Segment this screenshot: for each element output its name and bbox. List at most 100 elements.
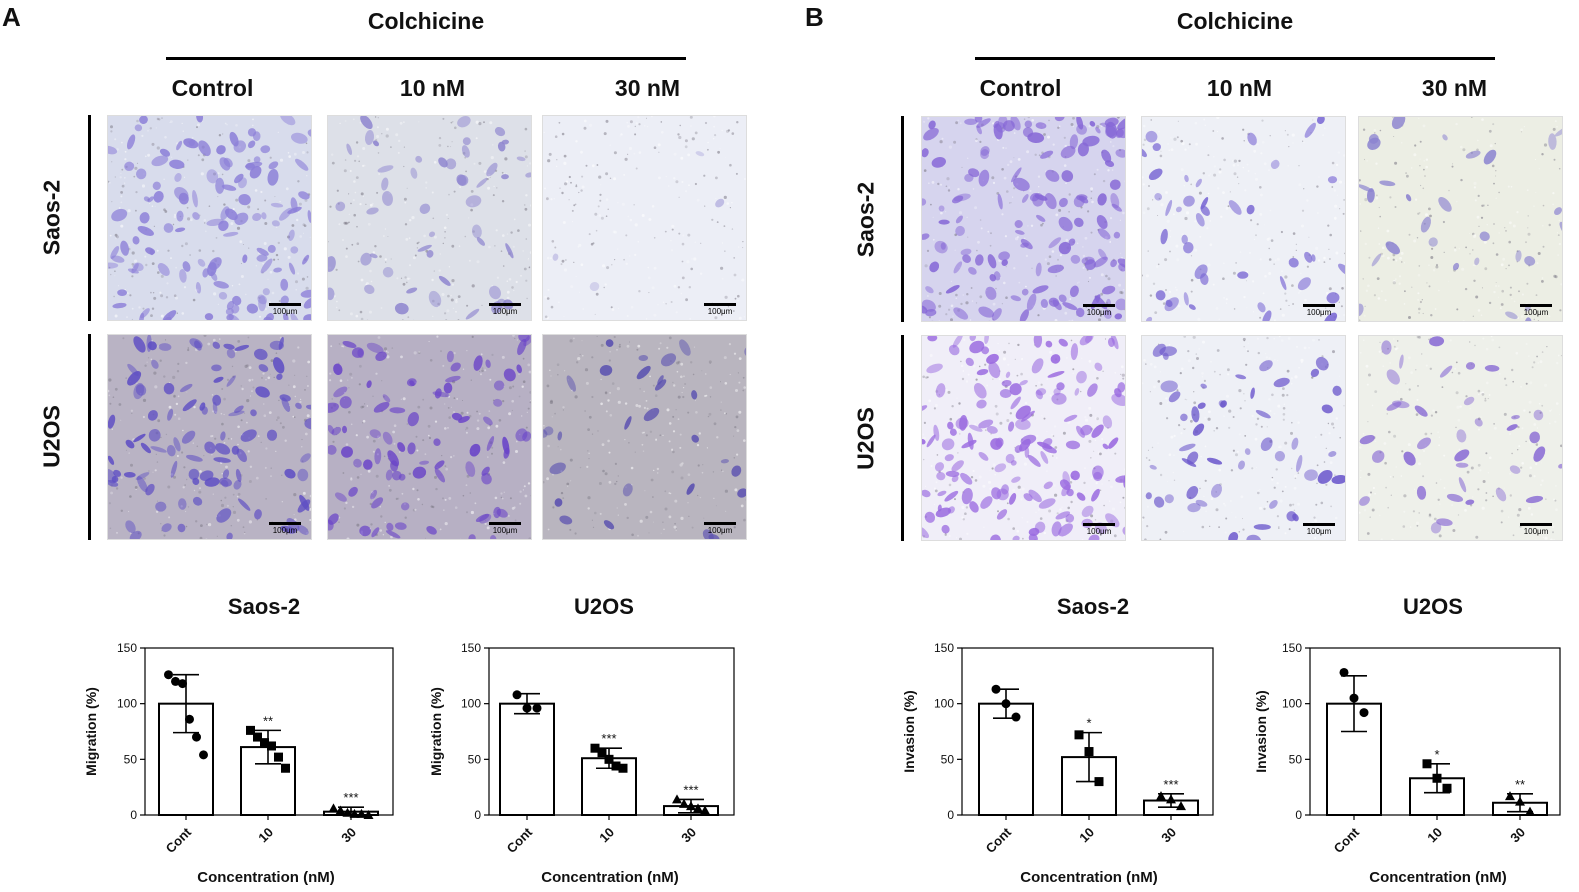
chart-title: U2OS: [574, 594, 634, 619]
data-point: [260, 738, 269, 748]
scale-bar-label: 100μm: [1086, 527, 1112, 536]
panel-a-col-30nm: 30 nM: [614, 75, 681, 101]
y-axis-label: Invasion (%): [901, 690, 917, 772]
micrograph-b-u2os-30: 100μm: [1358, 335, 1563, 541]
y-tick-label: 150: [117, 641, 137, 655]
data-point: [1011, 712, 1021, 722]
bar-Cont: [978, 702, 1034, 817]
data-point: [199, 750, 208, 760]
significance-mark: ***: [683, 782, 698, 797]
data-point: [356, 808, 367, 818]
scale-bar-label: 100μm: [1523, 308, 1549, 317]
y-tick-label: 50: [124, 752, 138, 766]
chart-title: Saos-2: [228, 594, 300, 619]
data-point: [1349, 693, 1359, 703]
data-point: [1166, 794, 1176, 804]
y-axis-label: Migration (%): [83, 687, 99, 776]
data-point: [611, 761, 621, 771]
y-tick-label: 150: [1282, 641, 1302, 655]
y-tick-label: 150: [461, 641, 481, 655]
scale-bar: 100μm: [269, 303, 301, 316]
data-point: [328, 803, 339, 813]
significance-mark: ***: [1163, 777, 1178, 792]
y-tick-label: 100: [117, 697, 137, 711]
data-point: [1084, 747, 1094, 757]
data-point: [1505, 791, 1515, 801]
scale-bar-line: [1083, 523, 1115, 526]
chart-title: Saos-2: [1057, 594, 1129, 619]
chart-2: Saos-2 0 50 100 150 Invasion (%) Concentration…: [901, 594, 1214, 886]
chart-0: Saos-2 0 50 100 150 Migration (%) Concentratio…: [83, 594, 394, 886]
scale-bar: 100μm: [1520, 304, 1552, 317]
data-point: [274, 752, 283, 762]
micrograph-b-saos-10: 100μm: [1141, 116, 1346, 322]
panel-b-col-control: Control: [979, 75, 1062, 101]
micrograph-b-u2os-10: 100μm: [1141, 335, 1346, 541]
panel-a-row-line-saos: [88, 115, 91, 321]
panel-a-header-line: [166, 57, 686, 60]
y-tick-label: 100: [1282, 697, 1302, 711]
scale-bar-line: [1520, 523, 1552, 526]
y-tick-label: 50: [1289, 752, 1303, 766]
data-point: [1001, 699, 1011, 709]
x-axis-label: Concentration (nM): [197, 869, 334, 886]
scale-bar-label: 100μm: [272, 307, 298, 316]
micrograph-a-saos-10: 100μm: [327, 115, 532, 321]
x-axis-label: Concentration (nM): [541, 869, 678, 886]
data-point: [604, 754, 614, 764]
scale-bar: 100μm: [1303, 523, 1335, 536]
scale-bar-label: 100μm: [492, 526, 518, 535]
scale-bar-line: [489, 522, 521, 525]
data-point: [335, 805, 346, 815]
scale-bar: 100μm: [489, 303, 521, 316]
scale-bar: 100μm: [489, 522, 521, 535]
scale-bar: 100μm: [704, 522, 736, 535]
data-point: [185, 714, 194, 724]
data-point: [1525, 806, 1535, 816]
scale-bar-label: 100μm: [1523, 527, 1549, 536]
data-point: [693, 803, 703, 813]
data-point: [686, 801, 696, 811]
data-point: [192, 732, 201, 742]
panel-b-header-line: [975, 57, 1495, 60]
x-tick-label: Cont: [1331, 824, 1363, 856]
chart-3: U2OS 0 50 100 150 Invasion (%) Concentration (…: [1253, 594, 1561, 886]
panel-b-header: Colchicine: [1176, 8, 1294, 34]
chart-1: U2OS 0 50 100 150 Migration (%) Concentration …: [428, 594, 735, 886]
data-point: [700, 805, 710, 815]
x-tick-label: 10: [596, 825, 617, 846]
data-point: [1176, 801, 1186, 811]
data-point: [1074, 730, 1084, 740]
y-tick-label: 0: [1295, 808, 1302, 822]
significance-mark: **: [1515, 777, 1525, 792]
scale-bar-line: [489, 303, 521, 306]
data-point: [1515, 796, 1525, 806]
panel-b-col-30nm: 30 nM: [1421, 75, 1488, 101]
scale-bar-line: [704, 522, 736, 525]
data-point: [171, 676, 180, 686]
panel-a-letter: A: [2, 2, 21, 32]
scale-bar-label: 100μm: [272, 526, 298, 535]
scale-bar: 100μm: [1520, 523, 1552, 536]
x-axis-label: Concentration (nM): [1020, 869, 1157, 886]
x-tick-label: Cont: [983, 824, 1015, 856]
scale-bar-line: [269, 522, 301, 525]
significance-mark: *: [1434, 747, 1439, 762]
micrograph-a-u2os-10: 100μm: [327, 334, 532, 540]
bar-Cont: [499, 702, 555, 817]
data-point: [618, 763, 628, 773]
data-point: [178, 679, 187, 689]
scale-bar: 100μm: [1303, 304, 1335, 317]
data-point: [672, 794, 682, 804]
x-tick-label: Cont: [163, 824, 195, 856]
data-point: [512, 690, 522, 700]
scale-bar: 100μm: [1083, 304, 1115, 317]
y-tick-label: 0: [130, 808, 137, 822]
data-point: [349, 808, 360, 818]
y-tick-label: 100: [934, 697, 954, 711]
scale-bar: 100μm: [1083, 523, 1115, 536]
scale-bar-line: [1520, 304, 1552, 307]
data-point: [522, 703, 532, 713]
data-point: [246, 725, 255, 735]
